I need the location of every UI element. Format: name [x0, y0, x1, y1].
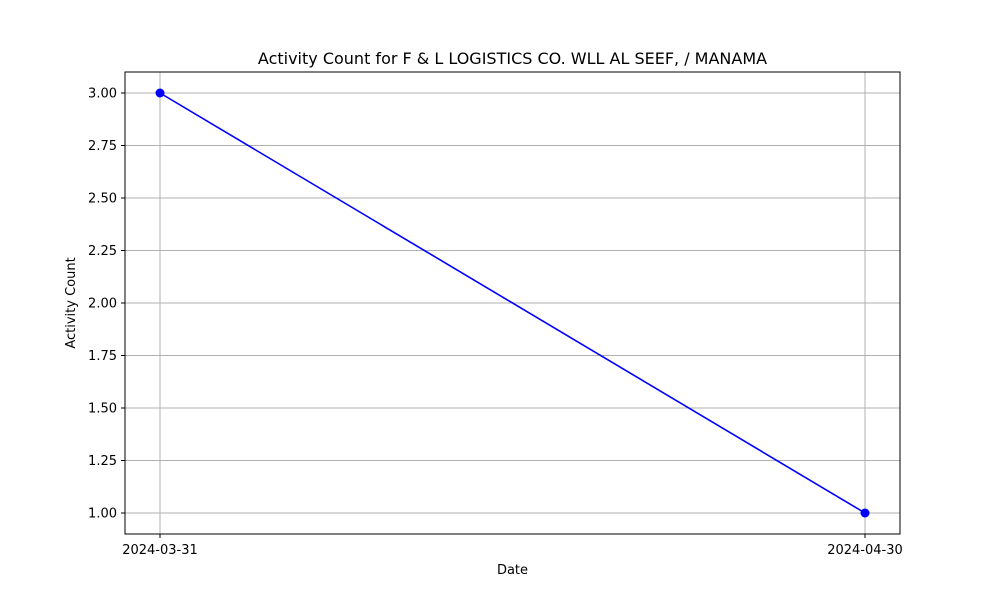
y-tick-label: 2.00 — [88, 297, 117, 312]
y-tick-label: 1.00 — [88, 507, 117, 522]
y-axis-label: Activity Count — [64, 257, 79, 348]
y-tick-label: 2.75 — [88, 139, 117, 154]
data-point-marker — [155, 88, 165, 98]
x-tick-label: 2024-04-30 — [827, 543, 903, 558]
y-tick-label: 2.25 — [88, 244, 117, 259]
data-point-marker — [860, 508, 870, 518]
y-tick-label: 1.50 — [88, 402, 117, 417]
x-axis-label: Date — [497, 563, 528, 578]
y-tick-label: 1.75 — [88, 349, 117, 364]
y-tick-label: 3.00 — [88, 87, 117, 102]
x-tick-label: 2024-03-31 — [122, 543, 198, 558]
series-layer — [155, 88, 870, 518]
y-axis: 1.00 1.25 1.50 1.75 2.00 2.25 2.50 2.75 3.00 — [88, 87, 125, 522]
x-axis: 2024-03-31 2024-04-30 — [122, 534, 903, 558]
chart-title: Activity Count for F & L LOGISTICS CO. W… — [258, 49, 767, 68]
y-tick-label: 1.25 — [88, 454, 117, 469]
series-line — [159, 92, 866, 514]
y-tick-label: 2.50 — [88, 192, 117, 207]
